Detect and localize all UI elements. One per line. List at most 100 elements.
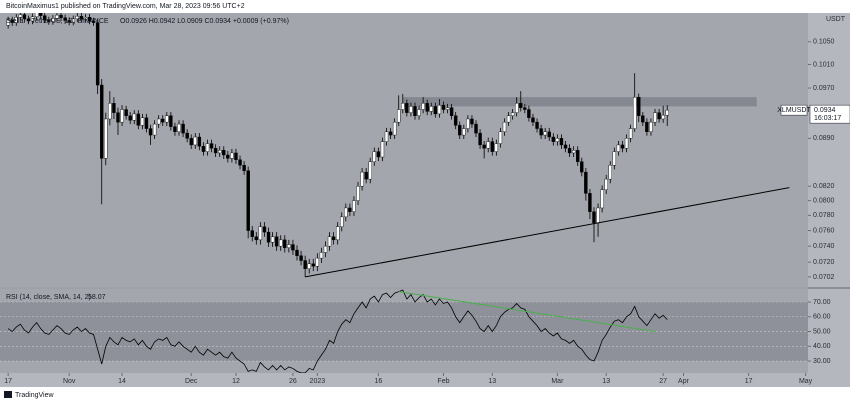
symbol-tag-bg: [780, 104, 808, 116]
footer-text: TradingView: [15, 392, 54, 399]
candle-body: [165, 115, 169, 123]
candle-body: [592, 211, 596, 224]
candle-body: [75, 15, 80, 20]
y-tick-label: 0.0760: [813, 227, 835, 234]
candle-body: [47, 19, 51, 22]
candle-body: [612, 151, 617, 166]
publisher: BitcoinMaximus1 published on TradingView…: [6, 3, 245, 10]
candle-body: [26, 18, 31, 22]
candle-body: [10, 19, 14, 23]
x-tick-label: May: [799, 378, 813, 385]
candle-body: [637, 96, 641, 116]
candle-body: [34, 13, 39, 17]
candle-body: [466, 118, 470, 129]
candle-body: [274, 236, 279, 247]
candle-body: [6, 19, 10, 26]
candle-body: [482, 144, 486, 149]
candle-body: [584, 171, 588, 194]
candle-body: [152, 123, 157, 136]
x-tick-label: 17: [745, 378, 753, 385]
candle-body: [653, 112, 657, 123]
candle-body: [364, 171, 368, 180]
candle-body: [140, 117, 145, 126]
y-tick-label: 0.0780: [813, 212, 835, 219]
candle-body: [63, 17, 67, 21]
candle-body: [588, 193, 592, 212]
candle-body: [124, 109, 128, 116]
candle-body: [209, 143, 214, 149]
candle-body: [295, 249, 299, 256]
y-tick-label: 70.00: [813, 299, 831, 306]
candle-body: [458, 125, 462, 136]
candle-body: [108, 103, 112, 120]
x-tick-label: 17: [4, 378, 12, 385]
candle-body: [303, 260, 307, 269]
candle-body: [234, 152, 238, 160]
candle-body: [266, 231, 271, 243]
candle-body: [287, 244, 291, 248]
candle-body: [116, 112, 120, 123]
candle-body: [620, 144, 625, 149]
candle-body: [128, 115, 132, 121]
rsi-last-value: 58.07: [88, 294, 106, 301]
x-tick-label: Apr: [678, 378, 690, 385]
candle-body: [299, 255, 303, 261]
candle-body: [645, 121, 649, 133]
rsi-plot: [0, 289, 808, 373]
candle-body: [437, 104, 442, 115]
candle-body: [246, 170, 250, 231]
y-tick-label: 0.1050: [813, 39, 835, 46]
candle-body: [270, 236, 275, 243]
candle-body: [376, 151, 381, 158]
x-tick-label: 2023: [310, 378, 326, 385]
logo: [4, 391, 12, 398]
x-tick-label: 14: [118, 378, 126, 385]
candle-body: [608, 164, 612, 180]
y-tick-label: 0.0702: [813, 274, 835, 281]
candle-body: [323, 245, 328, 253]
candle-body: [238, 159, 242, 166]
x-tick-label: Nov: [63, 378, 76, 385]
candle-body: [201, 146, 206, 152]
candle-body: [136, 113, 141, 126]
price-plot: [6, 13, 790, 278]
symbol-tag: XLMUSDT: [777, 107, 811, 114]
x-tick-label: 16: [374, 378, 382, 385]
candle-body: [307, 263, 311, 269]
candle-body: [523, 107, 527, 110]
candle-body: [197, 136, 202, 147]
candle-body: [71, 18, 75, 23]
candle-body: [429, 106, 433, 112]
x-tick-label: 12: [232, 378, 240, 385]
candle-body: [596, 207, 600, 224]
candle-body: [169, 115, 173, 127]
x-tick-label: 13: [602, 378, 610, 385]
candle-body: [352, 200, 356, 212]
candle-body: [319, 252, 324, 259]
candle-body: [173, 126, 177, 133]
candle-body: [494, 143, 499, 152]
candle-body: [181, 123, 185, 134]
candle-body: [18, 14, 23, 18]
candle-body: [368, 161, 372, 180]
candle-body: [230, 152, 234, 159]
candle-body: [498, 131, 503, 144]
candle-body: [331, 236, 336, 241]
y-tick-label: 60.00: [813, 314, 831, 321]
ohlc-summary: O0.0926 H0.0942 L0.0909 C0.0934 +0.0009 …: [120, 18, 289, 25]
candle-body: [156, 118, 161, 125]
candle-body: [445, 107, 450, 110]
candle-body: [279, 239, 283, 247]
candle-body: [22, 14, 27, 20]
x-tick-label: Mar: [551, 378, 564, 385]
candle-body: [67, 20, 71, 23]
support-trendline: [305, 187, 790, 278]
candle-body: [83, 17, 88, 20]
candle-body: [262, 226, 267, 233]
candle-body: [470, 118, 474, 125]
candle-body: [79, 15, 84, 20]
x-tick-label: Dec: [185, 378, 198, 385]
candle-body: [506, 115, 511, 123]
